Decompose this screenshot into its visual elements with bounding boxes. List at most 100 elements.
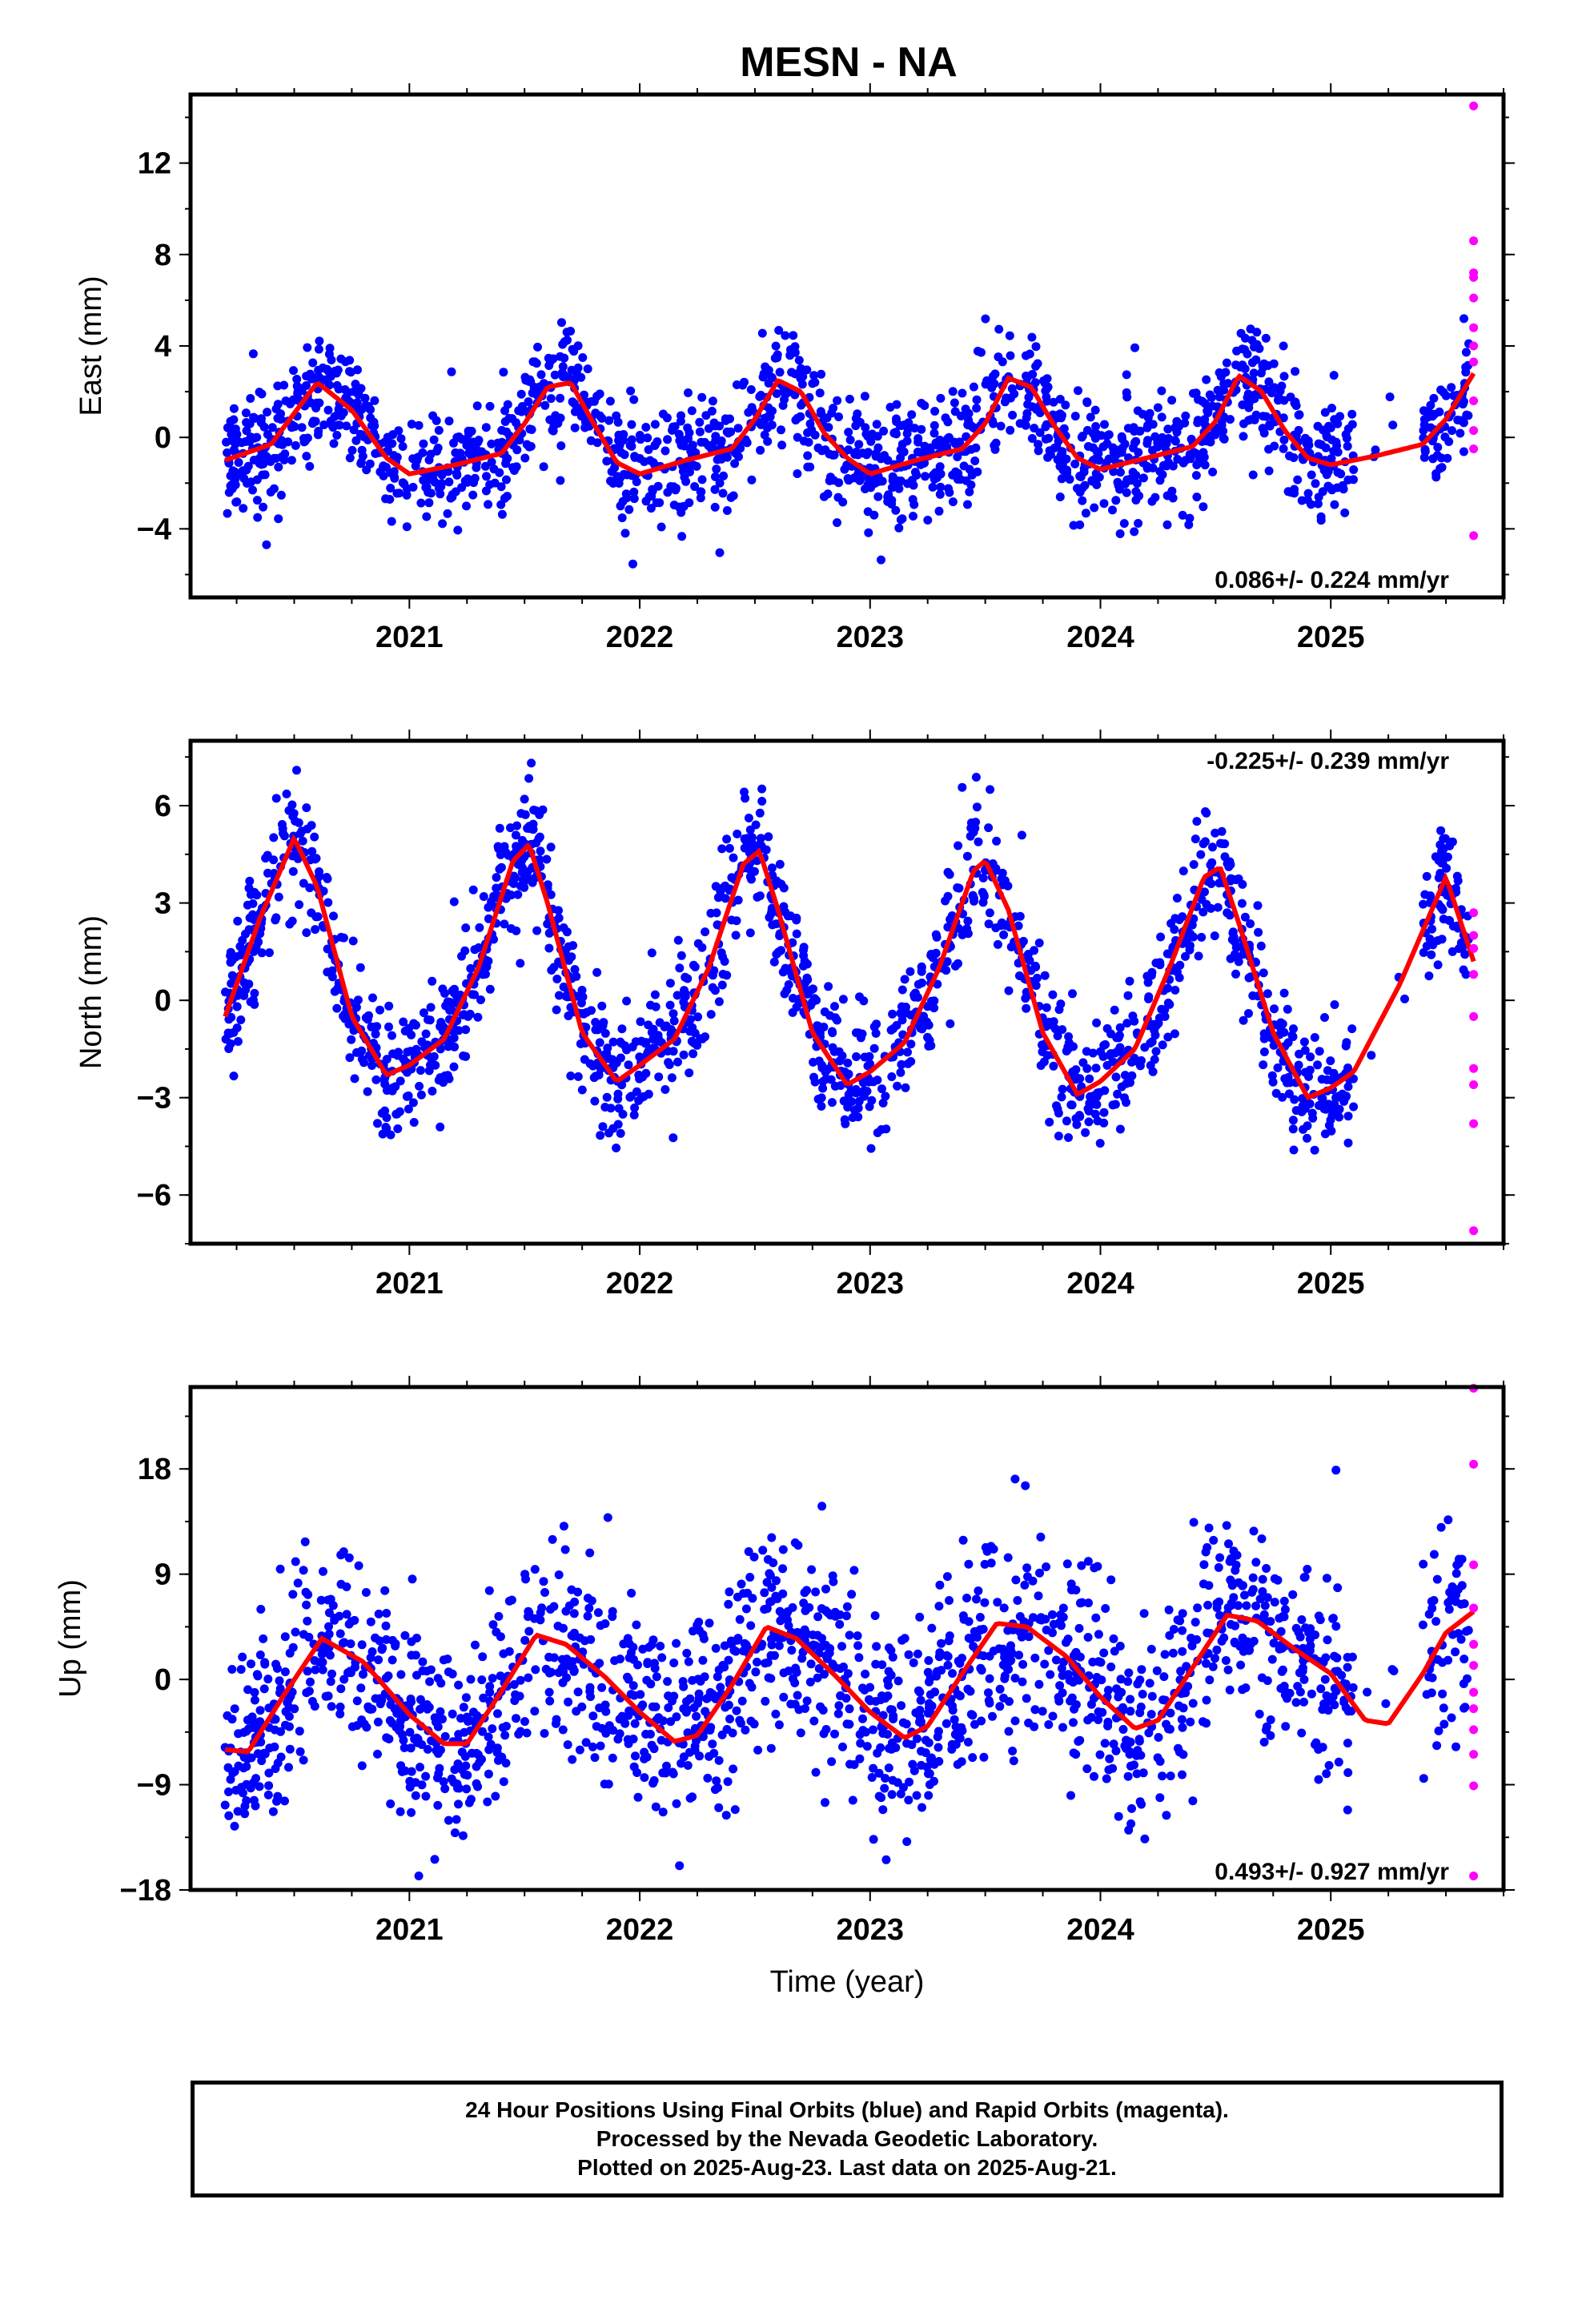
final-orbit-point [430, 1855, 440, 1864]
final-orbit-point [548, 354, 558, 364]
final-orbit-point [627, 1588, 636, 1598]
final-orbit-point [248, 349, 258, 359]
final-orbit-point [602, 1092, 612, 1102]
final-orbit-point [600, 1028, 610, 1038]
rapid-orbit-point [1469, 236, 1479, 246]
final-orbit-point [1030, 946, 1039, 955]
final-orbit-point [906, 1039, 916, 1049]
final-orbit-point [540, 400, 550, 410]
final-orbit-point [608, 1753, 617, 1763]
final-orbit-point [860, 1685, 869, 1695]
final-orbit-point [706, 1010, 716, 1019]
final-orbit-point [560, 1545, 570, 1554]
final-orbit-point [499, 1777, 508, 1787]
final-orbit-point [263, 868, 272, 878]
final-orbit-point [1077, 1561, 1086, 1570]
final-orbit-point [809, 984, 817, 994]
final-orbit-point [446, 493, 456, 503]
final-orbit-point [845, 435, 855, 444]
final-orbit-point [762, 1578, 772, 1587]
final-orbit-point [1022, 1003, 1031, 1013]
final-orbit-point [877, 1125, 886, 1134]
final-orbit-point [1203, 436, 1212, 446]
final-orbit-point [632, 1768, 642, 1777]
final-orbit-point [387, 439, 397, 448]
final-orbit-point [449, 897, 459, 907]
final-orbit-point [531, 806, 540, 815]
final-orbit-point [1048, 1711, 1058, 1721]
final-orbit-point [877, 1793, 886, 1803]
final-orbit-point [386, 484, 396, 493]
final-orbit-point [516, 1675, 525, 1685]
final-orbit-point [685, 1694, 695, 1703]
final-orbit-point [722, 452, 732, 462]
final-orbit-point [991, 864, 1001, 873]
final-orbit-point [1259, 1047, 1269, 1056]
final-orbit-point [936, 482, 946, 492]
final-orbit-point [948, 497, 958, 507]
final-orbit-point [1099, 1118, 1109, 1128]
final-orbit-point [905, 1777, 913, 1787]
final-orbit-point [1022, 372, 1030, 380]
final-orbit-point [489, 464, 499, 474]
final-orbit-point [817, 1093, 826, 1103]
final-orbit-point [817, 1502, 827, 1511]
final-orbit-point [506, 823, 515, 833]
final-orbit-point [970, 1719, 979, 1729]
final-orbit-point [415, 1081, 424, 1091]
final-orbit-point [307, 1697, 317, 1706]
final-orbit-point [1024, 1632, 1034, 1642]
final-orbit-point [1244, 1009, 1253, 1018]
final-orbit-point [1177, 1715, 1186, 1724]
final-orbit-point [1320, 1675, 1330, 1684]
final-orbit-point [302, 928, 311, 938]
final-orbit-point [616, 1128, 625, 1138]
final-orbit-point [587, 1596, 596, 1606]
final-orbit-point [299, 1630, 308, 1639]
final-orbit-point [962, 851, 972, 861]
final-orbit-point [245, 419, 255, 428]
final-orbit-point [324, 1622, 333, 1631]
final-orbit-point [366, 405, 375, 414]
final-orbit-point [622, 470, 632, 480]
final-orbit-point [558, 1725, 568, 1735]
final-orbit-point [1457, 1554, 1467, 1564]
final-orbit-point [973, 467, 982, 476]
final-orbit-point [828, 1043, 837, 1052]
final-orbit-point [1424, 1610, 1434, 1619]
final-orbit-point [766, 1651, 776, 1660]
final-orbit-point [815, 388, 825, 398]
final-orbit-point [271, 794, 281, 803]
final-orbit-point [853, 1641, 863, 1651]
final-orbit-point [425, 1677, 435, 1687]
final-orbit-point [300, 436, 310, 446]
final-orbit-point [757, 841, 766, 850]
final-orbit-point [678, 467, 688, 476]
final-orbit-point [967, 422, 977, 432]
final-orbit-point [330, 1615, 339, 1625]
final-orbit-point [233, 1807, 243, 1816]
final-orbit-point [741, 1604, 751, 1614]
final-orbit-point [1042, 1562, 1051, 1571]
final-orbit-point [1006, 351, 1015, 360]
final-orbit-point [1447, 1713, 1456, 1723]
final-orbit-point [1300, 433, 1310, 443]
final-orbit-point [697, 437, 706, 447]
final-orbit-point [1006, 393, 1015, 403]
final-orbit-point [1210, 931, 1219, 941]
final-orbit-point [259, 1684, 269, 1694]
final-orbit-point [1028, 370, 1038, 379]
final-orbit-point [382, 1124, 391, 1133]
final-orbit-point [546, 394, 556, 404]
final-orbit-point [1447, 1594, 1456, 1603]
final-orbit-point [845, 1719, 854, 1729]
final-orbit-point [307, 846, 317, 856]
final-orbit-point [476, 995, 485, 1004]
final-orbit-point [1100, 420, 1109, 429]
final-orbit-point [721, 1811, 731, 1820]
final-orbit-point [863, 448, 873, 457]
final-orbit-point [1191, 834, 1200, 844]
final-orbit-point [264, 1768, 274, 1778]
final-orbit-point [887, 483, 897, 493]
final-orbit-point [1178, 1626, 1187, 1635]
